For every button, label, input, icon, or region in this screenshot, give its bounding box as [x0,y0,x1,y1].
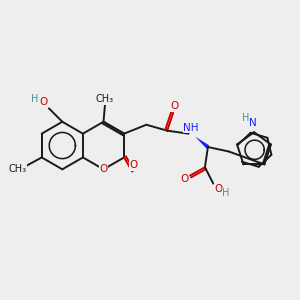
Text: N: N [249,118,256,128]
Polygon shape [195,136,209,148]
Text: H: H [242,113,249,123]
Text: H: H [222,188,230,198]
Text: CH₃: CH₃ [96,94,114,104]
Text: O: O [130,160,138,170]
Text: O: O [99,164,108,174]
Text: O: O [181,174,189,184]
Text: O: O [170,101,179,111]
Text: CH₃: CH₃ [9,164,27,174]
Text: O: O [40,97,48,107]
Text: H: H [31,94,38,104]
Text: NH: NH [183,123,199,133]
Text: O: O [214,184,223,194]
